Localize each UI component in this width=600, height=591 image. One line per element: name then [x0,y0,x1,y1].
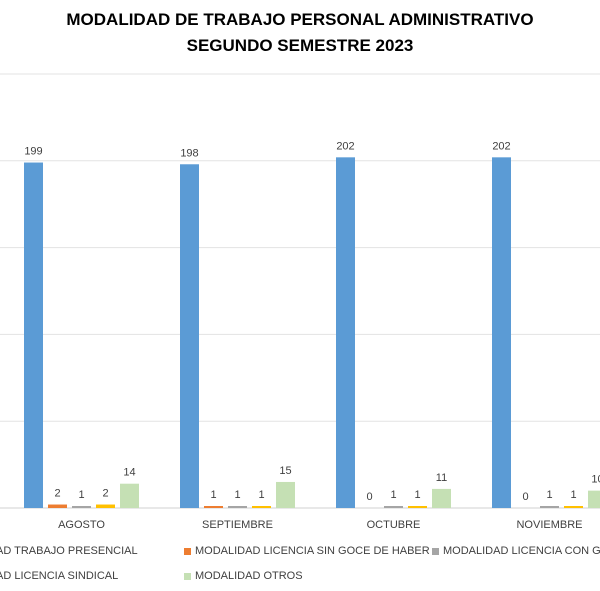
data-label: 1 [390,489,396,501]
data-label: 10 [591,474,600,486]
bar [276,481,295,508]
bar [120,483,139,508]
bar [564,506,583,508]
data-label: 2 [54,488,60,500]
bar [96,504,115,508]
chart-title: MODALIDAD DE TRABAJO PERSONAL ADMINISTRA… [66,10,534,29]
data-label: 1 [234,489,240,501]
data-label: 1 [570,489,576,501]
bar [72,506,91,508]
bar [228,506,247,508]
legend-swatch [432,547,439,555]
x-tick-label: SEPTIEMBRE [202,519,273,531]
data-label: 0 [366,491,372,503]
data-label: 0 [522,491,528,503]
legend-item: AD TRABAJO PRESENCIAL [0,545,138,557]
bar [204,506,223,508]
data-label: 1 [546,489,552,501]
legend-label: MODALIDAD LICENCIA SIN GOCE DE HABER [195,545,430,557]
legend-swatch [184,572,191,580]
data-label: 2 [102,488,108,500]
legend-item: MODALIDAD OTROS [184,570,303,582]
data-label: 1 [258,489,264,501]
legend-label: MODALIDAD OTROS [195,570,303,582]
bar [336,157,355,508]
x-tick-label: NOVIEMBRE [516,519,582,531]
x-tick-label: OCTUBRE [367,519,421,531]
data-label: 1 [414,489,420,501]
bar [180,164,199,508]
bar [492,157,511,508]
bar [588,490,600,508]
chart-subtitle: SEGUNDO SEMESTRE 2023 [186,36,414,55]
bar [48,504,67,508]
legend-swatch [184,547,191,555]
legend-label: AD TRABAJO PRESENCIAL [0,545,138,557]
x-tick-label: AGOSTO [58,519,105,531]
bar [24,162,43,508]
data-label: 15 [279,465,291,477]
legend-item: MODALIDAD LICENCIA SIN GOCE DE HABER [184,545,430,557]
data-label: 198 [180,147,198,159]
legend-item: MODALIDAD LICENCIA CON G [432,545,600,557]
bar [384,506,403,508]
data-label: 199 [24,146,42,158]
bar [408,506,427,508]
data-label: 202 [492,140,510,152]
data-label: 1 [78,489,84,501]
legend-label: AD LICENCIA SINDICAL [0,570,119,582]
bar [540,506,559,508]
data-label: 14 [123,467,135,479]
legend-item: AD LICENCIA SINDICAL [0,570,118,582]
data-label: 1 [210,489,216,501]
data-label: 202 [336,140,354,152]
bar [432,488,451,508]
data-label: 11 [436,472,447,484]
legend-label: MODALIDAD LICENCIA CON G [443,545,600,557]
bar [252,506,271,508]
